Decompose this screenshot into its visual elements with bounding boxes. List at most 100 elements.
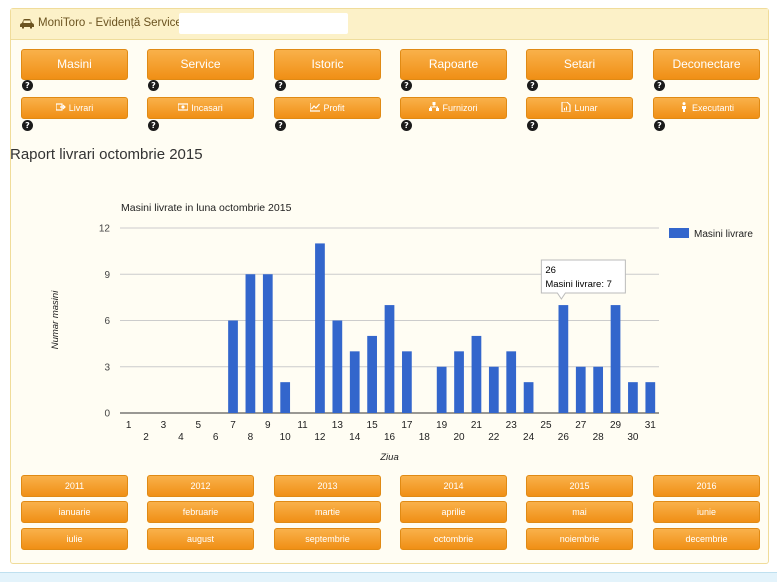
month-august-button[interactable]: august xyxy=(147,528,254,550)
x-tick-label: 19 xyxy=(436,420,448,431)
deliveries-chart: Masini livrate in luna octombrie 2015 0 3 6… xyxy=(50,202,753,463)
year-2013-button[interactable]: 2013 xyxy=(274,475,381,497)
x-tick-label: 7 xyxy=(230,420,236,431)
x-tick-label: 13 xyxy=(332,420,344,431)
help-icon[interactable]: ? xyxy=(275,80,286,91)
nav-livrari-button[interactable]: Livrari xyxy=(21,97,128,119)
header-bar: MoniToro - Evidență Service - xyxy=(11,9,768,40)
x-tick-label: 14 xyxy=(349,432,361,443)
nav-lunar-button[interactable]: Lunar xyxy=(526,97,633,119)
month-iulie-button[interactable]: iulie xyxy=(21,528,128,550)
bar-day-26[interactable] xyxy=(558,305,569,413)
x-tick-label: 17 xyxy=(401,420,413,431)
bar-day-27[interactable] xyxy=(575,366,586,413)
help-icon[interactable]: ? xyxy=(22,80,33,91)
bar-day-12[interactable] xyxy=(315,243,325,413)
money-icon xyxy=(177,103,189,111)
year-2012-button[interactable]: 2012 xyxy=(147,475,254,497)
help-icon[interactable]: ? xyxy=(22,120,33,131)
month-februarie-button[interactable]: februarie xyxy=(147,501,254,523)
x-tick-label: 22 xyxy=(488,432,500,443)
month-iunie-button[interactable]: iunie xyxy=(653,501,760,523)
main-panel: MoniToro - Evidență Service - xyxy=(10,8,769,564)
bar-day-9[interactable] xyxy=(262,274,273,413)
x-tick-label: 18 xyxy=(419,432,431,443)
month-mai-button[interactable]: mai xyxy=(526,501,633,523)
bar-day-17[interactable] xyxy=(402,351,412,413)
bar-day-30[interactable] xyxy=(628,382,638,413)
chart-title: Masini livrate in luna octombrie 2015 xyxy=(121,202,292,214)
year-2014-button[interactable]: 2014 xyxy=(400,475,507,497)
bar-day-15[interactable] xyxy=(367,335,377,413)
nav-rapoarte-button[interactable]: Rapoarte xyxy=(400,49,507,80)
x-tick-label: 16 xyxy=(384,432,396,443)
y-tick-label: 3 xyxy=(104,362,110,373)
bar-day-31[interactable] xyxy=(645,382,656,413)
title-field xyxy=(179,13,348,34)
month-aprilie-button[interactable]: aprilie xyxy=(400,501,507,523)
x-tick-label: 26 xyxy=(558,432,570,443)
year-2015-button[interactable]: 2015 xyxy=(526,475,633,497)
bar-day-14[interactable] xyxy=(349,351,360,413)
bar-day-24[interactable] xyxy=(523,382,534,413)
bar-day-10[interactable] xyxy=(280,382,291,413)
file-chart-icon xyxy=(561,101,572,113)
report-title: Raport livrari octombrie 2015 xyxy=(10,146,203,163)
nav-executanti-button[interactable]: Executanti xyxy=(653,97,760,119)
bar-day-23[interactable] xyxy=(506,351,517,413)
x-tick-label: 6 xyxy=(213,432,219,443)
tooltip-box xyxy=(540,259,626,300)
bar-day-28[interactable] xyxy=(593,366,604,413)
help-icon[interactable]: ? xyxy=(527,80,538,91)
month-ianuarie-button[interactable]: ianuarie xyxy=(21,501,128,523)
nav-profit-button[interactable]: Profit xyxy=(274,97,381,119)
bar-day-16[interactable] xyxy=(384,305,395,413)
x-tick-label: 3 xyxy=(161,420,167,431)
nav-incasari-button[interactable]: Incasari xyxy=(147,97,254,119)
month-octombrie-button[interactable]: octombrie xyxy=(400,528,507,550)
help-icon[interactable]: ? xyxy=(148,120,159,131)
x-tick-label: 1 xyxy=(126,420,132,431)
month-noiembrie-button[interactable]: noiembrie xyxy=(526,528,633,550)
x-tick-label: 25 xyxy=(540,420,552,431)
bar-day-20[interactable] xyxy=(454,351,464,413)
bar-day-13[interactable] xyxy=(332,320,343,414)
nav-furnizori-button[interactable]: Furnizori xyxy=(400,97,507,119)
year-2011-button[interactable]: 2011 xyxy=(21,475,128,497)
x-tick-label: 5 xyxy=(195,420,201,431)
help-icon[interactable]: ? xyxy=(527,120,538,131)
bar-day-21[interactable] xyxy=(471,335,482,413)
help-icon[interactable]: ? xyxy=(148,80,159,91)
nav-masini-button[interactable]: Masini xyxy=(21,49,128,80)
nav-istoric-button[interactable]: Istoric xyxy=(274,49,381,80)
nav-deconectare-button[interactable]: Deconectare xyxy=(653,49,760,80)
nav-setari-button[interactable]: Setari xyxy=(526,49,633,80)
bar-day-8[interactable] xyxy=(245,274,256,413)
help-icon[interactable]: ? xyxy=(401,120,412,131)
x-tick-label: 9 xyxy=(265,420,271,431)
help-icon[interactable]: ? xyxy=(654,80,665,91)
x-tick-label: 15 xyxy=(367,420,379,431)
x-tick-label: 2 xyxy=(143,432,149,443)
bar-day-19[interactable] xyxy=(436,366,447,413)
y-tick-label: 12 xyxy=(99,224,111,235)
bar-day-29[interactable] xyxy=(610,305,621,413)
export-icon xyxy=(55,103,66,111)
bar-day-7[interactable] xyxy=(228,320,238,414)
help-icon[interactable]: ? xyxy=(401,80,412,91)
bar-day-22[interactable] xyxy=(488,366,499,413)
person-icon xyxy=(681,102,686,112)
legend-swatch xyxy=(669,228,689,238)
help-icon[interactable]: ? xyxy=(275,120,286,131)
x-tick-label: 30 xyxy=(627,432,639,443)
month-martie-button[interactable]: martie xyxy=(274,501,381,523)
nav-service-button[interactable]: Service xyxy=(147,49,254,80)
x-tick-label: 23 xyxy=(506,420,518,431)
nav-profit-label: Profit xyxy=(323,103,345,113)
sitemap-icon xyxy=(429,102,440,111)
month-decembrie-button[interactable]: decembrie xyxy=(653,528,760,550)
x-tick-label: 28 xyxy=(593,432,605,443)
year-2016-button[interactable]: 2016 xyxy=(653,475,760,497)
month-septembrie-button[interactable]: septembrie xyxy=(274,528,381,550)
help-icon[interactable]: ? xyxy=(654,120,665,131)
